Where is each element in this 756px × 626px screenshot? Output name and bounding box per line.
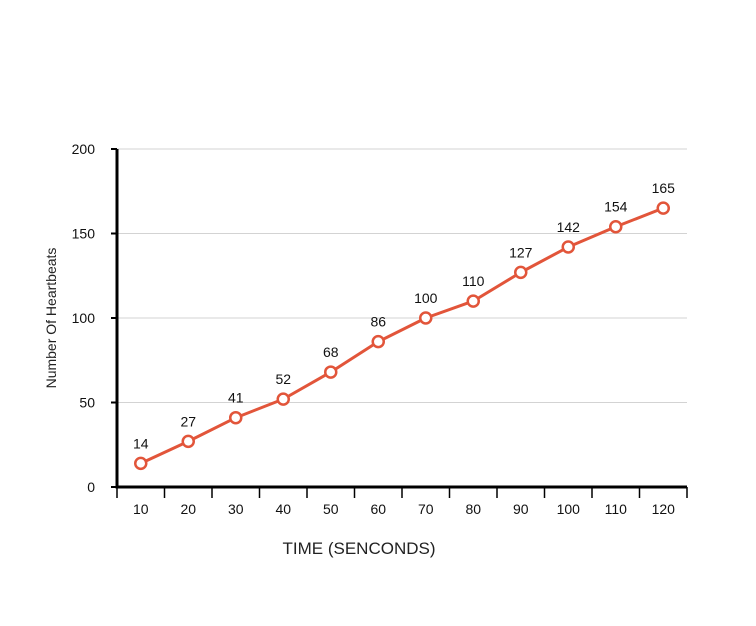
x-tick-label: 10 <box>133 501 149 517</box>
data-label: 110 <box>462 273 485 289</box>
series-layer <box>134 201 670 471</box>
data-label: 165 <box>652 180 676 196</box>
series-line <box>140 206 664 465</box>
x-tick-label: 70 <box>418 501 434 517</box>
x-axis-ticks: 10 20 30 40 50 60 70 80 90 100 110 120 <box>116 487 688 517</box>
x-tick-label: 90 <box>513 501 529 517</box>
x-tick-label: 100 <box>557 501 581 517</box>
data-point <box>324 365 338 379</box>
data-point <box>181 434 195 449</box>
x-tick-label: 30 <box>228 501 244 517</box>
x-axis-title: TIME (SENCONDS) <box>283 539 436 558</box>
y-axis-ticks: 0 50 100 150 200 <box>72 141 117 495</box>
x-tick-label: 120 <box>652 501 676 517</box>
data-label: 86 <box>370 314 386 330</box>
data-label: 27 <box>180 413 196 429</box>
y-tick-label: 0 <box>87 479 95 495</box>
data-label: 14 <box>133 435 149 451</box>
data-label: 142 <box>557 219 581 235</box>
x-tick-label: 60 <box>370 501 386 517</box>
y-tick-label: 150 <box>72 226 96 242</box>
data-point <box>276 392 290 406</box>
data-point <box>656 201 670 215</box>
data-label: 154 <box>604 199 628 215</box>
data-point <box>229 410 243 425</box>
data-point <box>609 219 623 234</box>
x-tick-label: 80 <box>465 501 481 517</box>
data-point <box>371 334 385 349</box>
data-label: 68 <box>323 344 339 360</box>
x-tick-label: 40 <box>275 501 291 517</box>
grid-lines <box>117 148 687 403</box>
y-axis-title: Number Of Heartbeats <box>43 248 59 389</box>
data-label: 127 <box>509 244 533 260</box>
x-tick-label: 50 <box>323 501 339 517</box>
y-tick-label: 100 <box>72 310 96 326</box>
data-point <box>466 294 480 308</box>
data-point <box>561 240 575 254</box>
data-point <box>134 456 148 471</box>
data-labels: 14 27 41 52 68 86 100 110 127 142 154 165 <box>133 180 675 451</box>
y-tick-label: 200 <box>72 141 96 157</box>
data-label: 41 <box>228 390 244 406</box>
y-tick-label: 50 <box>79 395 95 411</box>
data-label: 52 <box>275 371 291 387</box>
x-tick-label: 20 <box>180 501 196 517</box>
x-tick-label: 110 <box>605 501 628 517</box>
data-point <box>514 265 528 280</box>
data-point <box>419 311 433 325</box>
data-label: 100 <box>414 290 438 306</box>
